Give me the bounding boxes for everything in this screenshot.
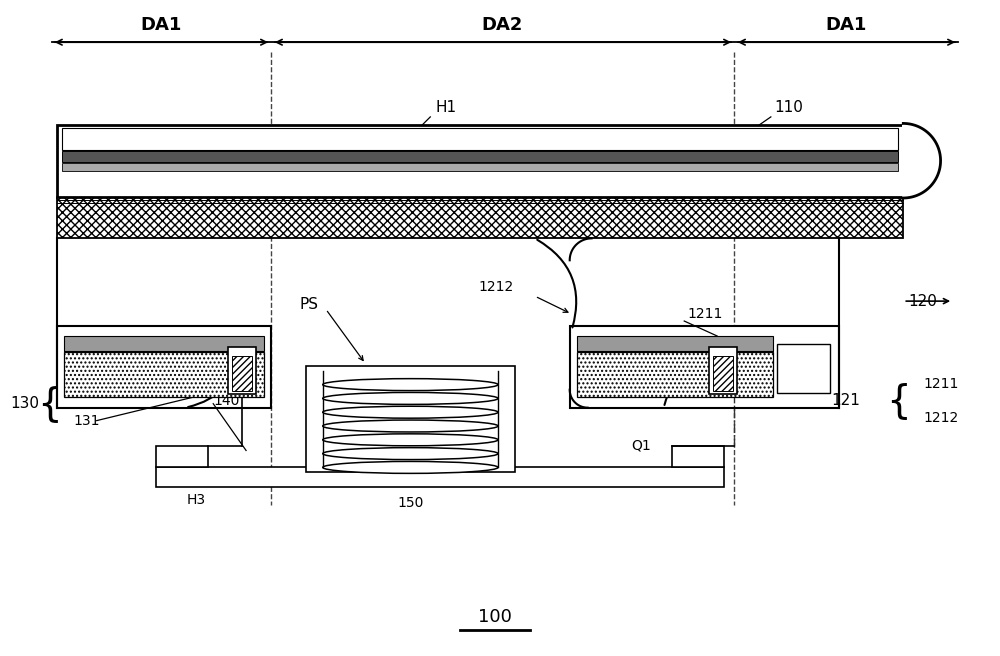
Bar — [64, 336, 264, 350]
Bar — [777, 344, 830, 393]
Text: 140: 140 — [213, 394, 240, 407]
Bar — [156, 445, 208, 468]
Text: 131: 131 — [74, 413, 100, 428]
Bar — [672, 445, 724, 468]
Bar — [306, 366, 515, 472]
Bar — [57, 197, 903, 238]
Bar — [57, 125, 903, 197]
Text: 121: 121 — [832, 393, 860, 408]
Bar — [64, 352, 264, 397]
Bar — [577, 336, 773, 350]
Bar — [570, 326, 839, 407]
Text: 1211: 1211 — [687, 307, 723, 321]
Text: DA1: DA1 — [141, 16, 182, 34]
Text: H1: H1 — [435, 100, 456, 115]
Bar — [62, 163, 898, 171]
Text: 130: 130 — [10, 396, 39, 411]
Text: Q1: Q1 — [632, 438, 651, 453]
Polygon shape — [903, 123, 941, 198]
Bar — [62, 129, 898, 150]
Text: 1211: 1211 — [923, 377, 959, 391]
Ellipse shape — [323, 379, 498, 390]
Bar — [232, 356, 252, 391]
Ellipse shape — [323, 434, 498, 446]
Bar — [713, 356, 733, 391]
Ellipse shape — [323, 447, 498, 460]
Ellipse shape — [323, 406, 498, 418]
Text: {: { — [886, 382, 911, 420]
Ellipse shape — [323, 461, 498, 474]
Text: 132: 132 — [74, 380, 100, 395]
Bar — [228, 347, 256, 394]
Text: {: { — [38, 384, 62, 422]
Text: DA1: DA1 — [825, 16, 867, 34]
Text: 1212: 1212 — [923, 411, 958, 424]
Text: 150: 150 — [397, 496, 424, 510]
Ellipse shape — [323, 392, 498, 404]
Text: DA2: DA2 — [482, 16, 523, 34]
Bar — [577, 352, 773, 397]
Text: 100: 100 — [478, 607, 512, 626]
Text: 1212: 1212 — [478, 280, 513, 294]
Bar — [709, 347, 737, 394]
Text: H3: H3 — [187, 493, 206, 507]
Text: 110: 110 — [774, 100, 803, 115]
Ellipse shape — [323, 420, 498, 432]
Bar — [57, 326, 271, 407]
Bar — [156, 468, 724, 487]
Bar — [62, 152, 898, 162]
Text: PS: PS — [300, 297, 319, 312]
Text: 120: 120 — [908, 294, 937, 308]
